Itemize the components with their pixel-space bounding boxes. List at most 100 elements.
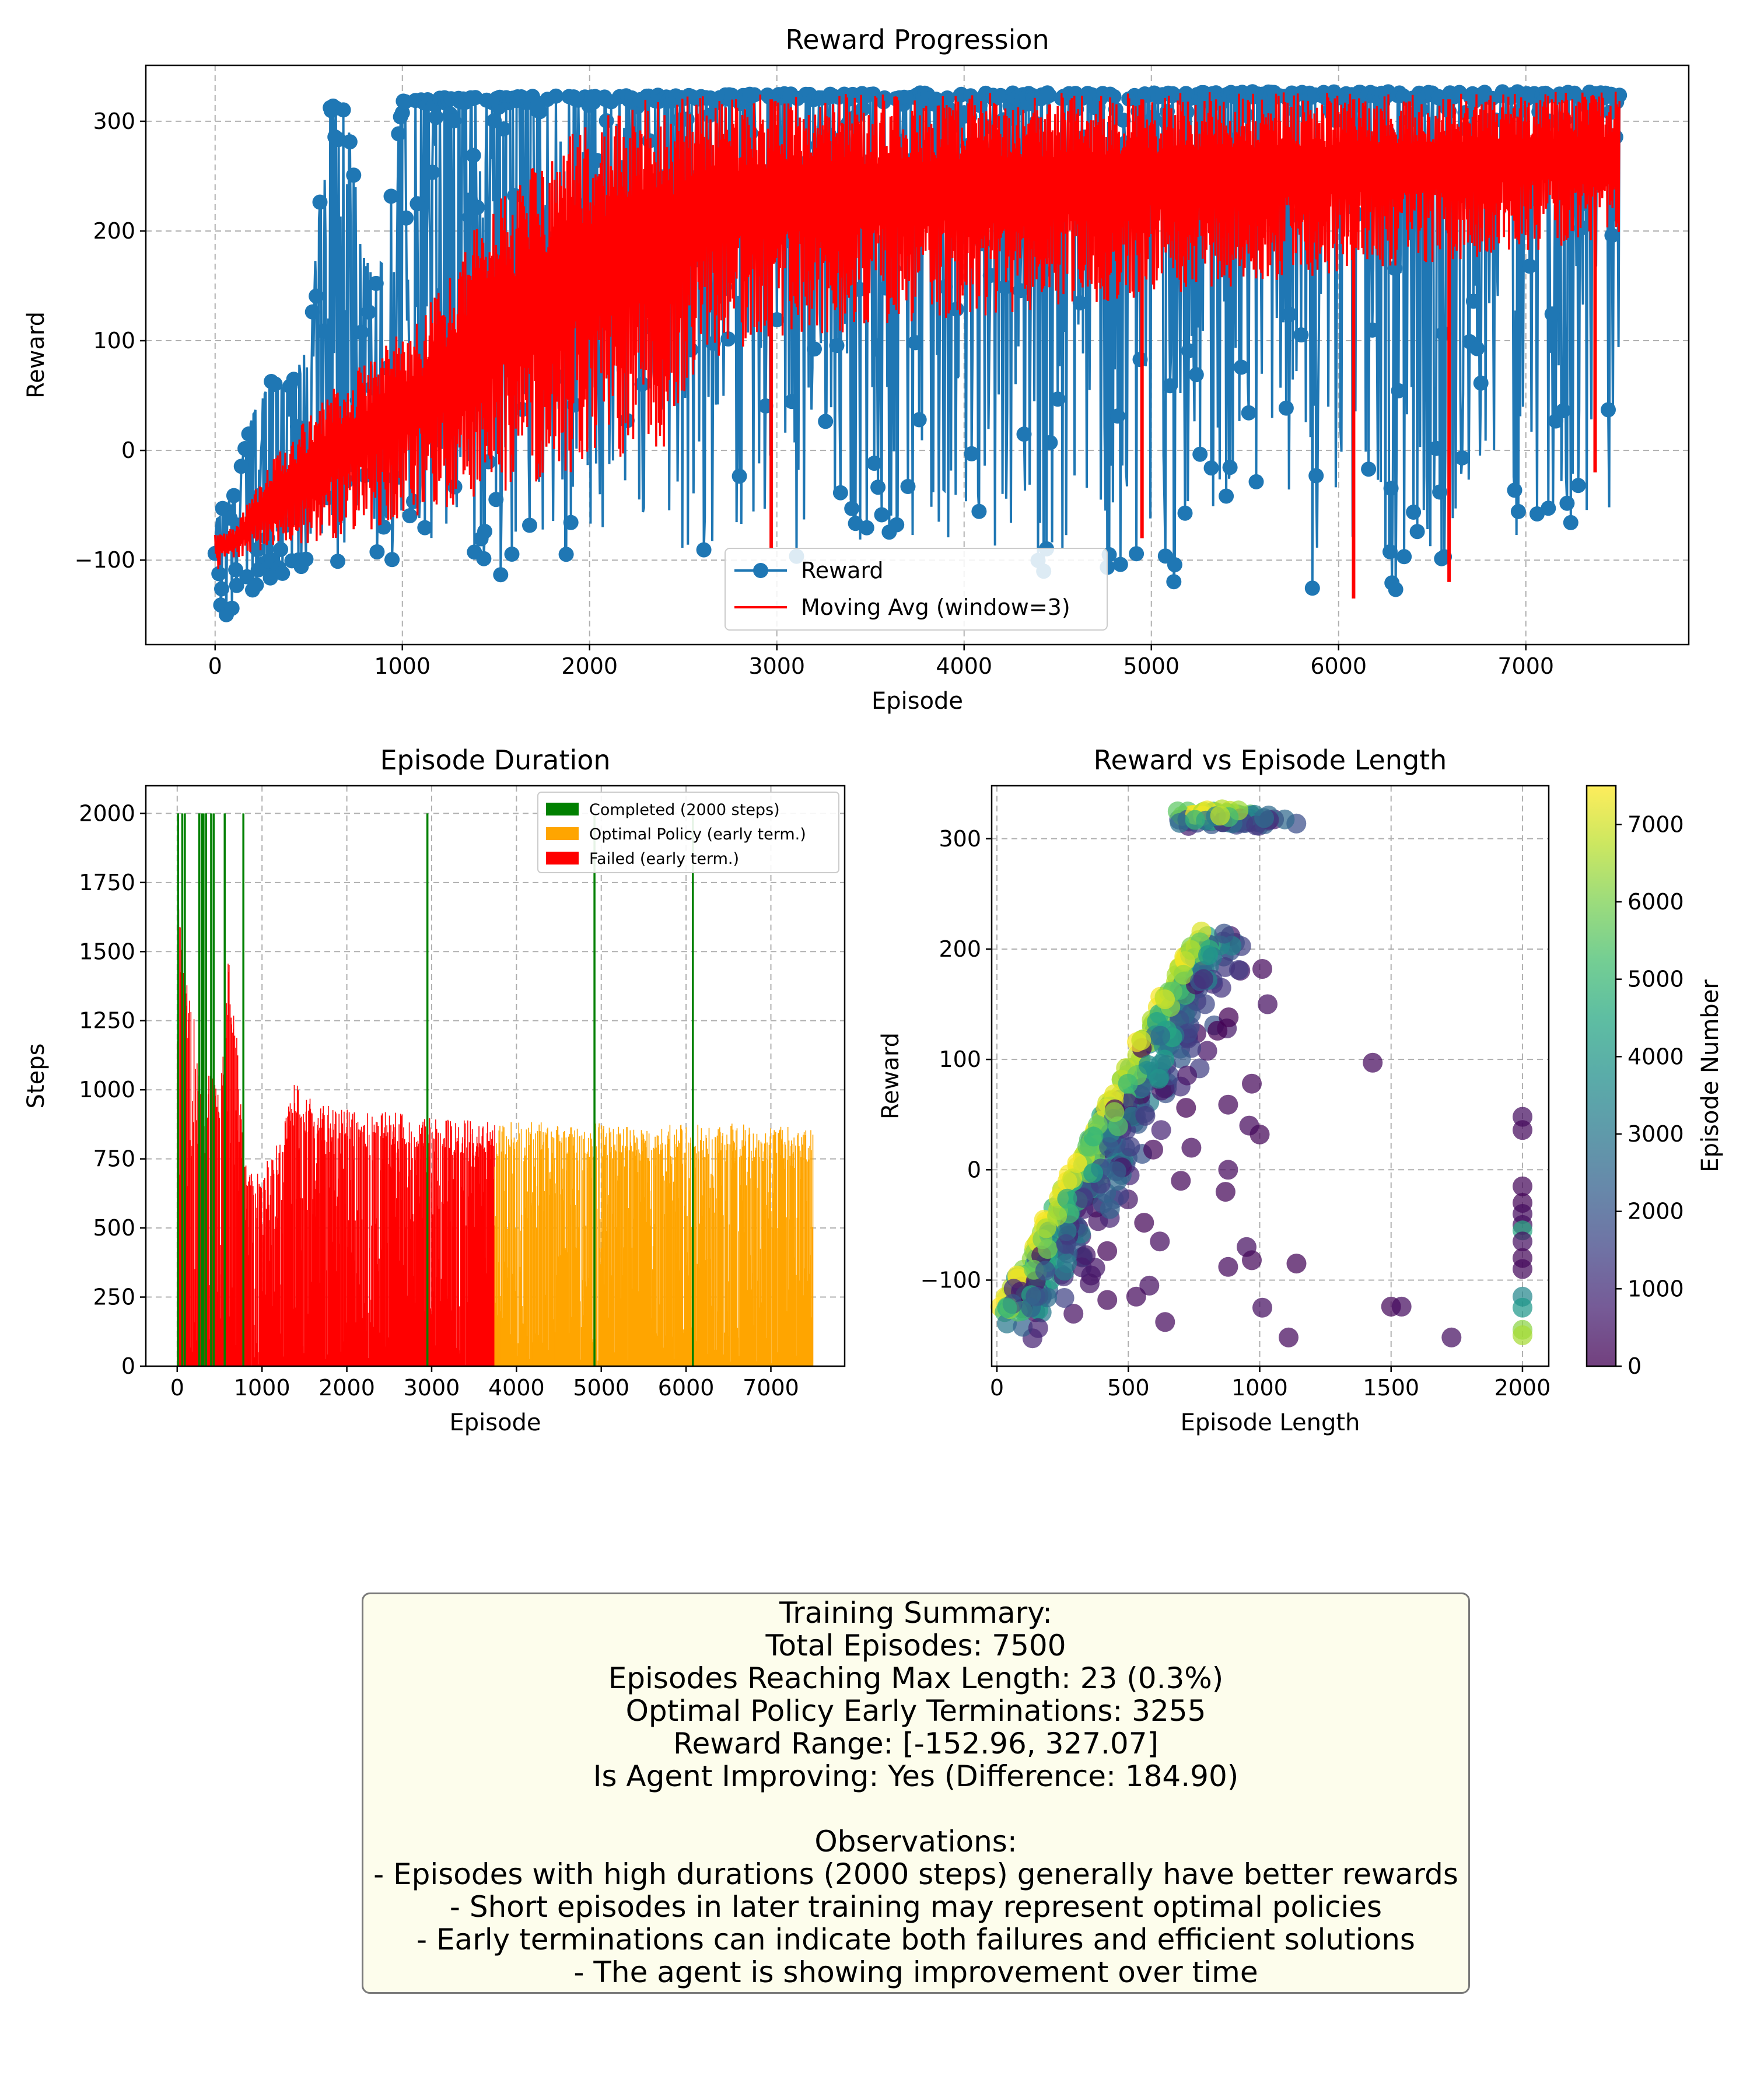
scatter-main-point bbox=[1100, 1199, 1120, 1219]
reward-point bbox=[224, 600, 240, 616]
scatter-top-point bbox=[1185, 810, 1205, 830]
reward-point bbox=[1364, 322, 1380, 338]
x-tick-label: 6000 bbox=[1310, 653, 1367, 679]
scatter-main-point bbox=[1083, 1163, 1104, 1183]
scatter-main-point bbox=[1054, 1288, 1074, 1308]
reward-point bbox=[398, 210, 414, 226]
colorbar-tick-label: 2000 bbox=[1628, 1199, 1684, 1224]
reward-point bbox=[316, 323, 331, 339]
x-tick-label: 7000 bbox=[1497, 653, 1554, 679]
scatter-main-point bbox=[1099, 1137, 1119, 1157]
scatter-top-point bbox=[1170, 813, 1190, 833]
legend-label: Failed (early term.) bbox=[589, 850, 739, 868]
reward-point bbox=[1465, 293, 1481, 309]
scatter-outlier-point bbox=[1150, 1231, 1170, 1252]
reward-point bbox=[1544, 306, 1560, 322]
summary-line: Total Episodes: 7500 bbox=[765, 1629, 1066, 1662]
legend-label: Completed (2000 steps) bbox=[589, 801, 780, 819]
reward-point bbox=[428, 110, 444, 125]
reward-point bbox=[1188, 367, 1204, 383]
chart-title: Reward vs Episode Length bbox=[1094, 744, 1447, 776]
scatter-outlier-point bbox=[1139, 1275, 1160, 1296]
scatter-maxlen-point bbox=[1513, 1325, 1532, 1345]
scatter-outlier-point bbox=[1441, 1327, 1462, 1348]
legend-swatch bbox=[546, 803, 579, 816]
reward-point bbox=[1016, 426, 1032, 442]
scatter-outlier-point bbox=[1218, 1094, 1238, 1115]
summary-line: - Early terminations can indicate both f… bbox=[416, 1923, 1415, 1957]
reward-point bbox=[1248, 474, 1264, 489]
reward-point bbox=[784, 394, 800, 410]
legend-label-reward: Reward bbox=[801, 558, 884, 583]
reward-point bbox=[1160, 104, 1175, 119]
reward-point bbox=[330, 554, 345, 569]
summary-line: Is Agent Improving: Yes (Difference: 184… bbox=[593, 1759, 1239, 1793]
x-tick-label: 500 bbox=[1107, 1375, 1150, 1401]
reward-point bbox=[262, 570, 278, 586]
reward-point bbox=[807, 341, 822, 357]
scatter-main-point bbox=[1173, 964, 1194, 985]
reward-point bbox=[1406, 505, 1422, 520]
scatter-main-point bbox=[1177, 1065, 1198, 1086]
reward-point bbox=[634, 376, 650, 392]
reward-point bbox=[470, 200, 485, 215]
x-tick-label: 0 bbox=[208, 653, 222, 679]
x-tick-label: 4000 bbox=[936, 653, 992, 679]
summary-line: Episodes Reaching Max Length: 23 (0.3%) bbox=[608, 1661, 1224, 1695]
y-axis-label: Reward bbox=[23, 312, 50, 398]
reward-point bbox=[214, 581, 229, 597]
x-tick-label: 1000 bbox=[374, 653, 430, 679]
reward-point bbox=[758, 398, 774, 414]
scatter-maxlen-point bbox=[1513, 1259, 1532, 1279]
scatter-main-point bbox=[1181, 1004, 1201, 1024]
y-tick-label: −100 bbox=[921, 1267, 981, 1293]
reward-point bbox=[384, 552, 400, 568]
reward-point bbox=[504, 547, 520, 562]
reward-point bbox=[1203, 460, 1219, 476]
reward-point bbox=[874, 507, 890, 523]
reward-point bbox=[481, 454, 496, 470]
plot-area bbox=[990, 799, 1532, 1349]
colorbar-tick-label: 1000 bbox=[1628, 1276, 1684, 1301]
scatter-main-point bbox=[1083, 1126, 1104, 1147]
reward-point bbox=[228, 562, 244, 578]
reward-point bbox=[1110, 408, 1125, 424]
y-tick-label: 100 bbox=[93, 328, 135, 354]
summary-line: Training Summary: bbox=[779, 1596, 1053, 1630]
reward-point bbox=[1013, 283, 1028, 299]
scatter-main-point bbox=[1063, 1304, 1084, 1324]
x-tick-label: 3000 bbox=[404, 1375, 460, 1401]
summary-blank-line bbox=[363, 1793, 1468, 1825]
scatter-main-point bbox=[1151, 1120, 1171, 1140]
reward-point bbox=[493, 567, 509, 583]
scatter-maxlen-point bbox=[1513, 1297, 1532, 1318]
reward-point bbox=[346, 167, 362, 183]
chart-title: Reward Progression bbox=[785, 24, 1049, 55]
reward-point bbox=[1391, 383, 1406, 398]
y-axis-label: Steps bbox=[23, 1044, 50, 1109]
reward-point bbox=[1522, 258, 1538, 274]
reward-point bbox=[1612, 88, 1628, 103]
scatter-main-point bbox=[1171, 1048, 1191, 1069]
scatter-main-point bbox=[1135, 1105, 1156, 1126]
training-summary-box: Training Summary: Total Episodes: 7500 Epi… bbox=[362, 1592, 1470, 1994]
summary-line: - Short episodes in later training may r… bbox=[449, 1890, 1382, 1924]
episode-number-colorbar: 0 1000 2000 3000 4000 5000 6000 7000 Episode Num… bbox=[1586, 785, 1724, 1379]
reward-point bbox=[304, 304, 320, 320]
reward-point bbox=[829, 338, 845, 354]
reward-point bbox=[1042, 435, 1058, 450]
y-tick-label: 0 bbox=[121, 1353, 135, 1379]
reward-point bbox=[249, 577, 264, 593]
y-tick-label: 2000 bbox=[79, 800, 135, 826]
y-tick-label: 1500 bbox=[79, 939, 135, 964]
reward-point bbox=[267, 376, 283, 392]
x-axis-label: Episode Length bbox=[1181, 1409, 1360, 1436]
reward-point bbox=[1282, 306, 1298, 322]
scatter-outlier-point bbox=[1363, 1052, 1383, 1073]
scatter-main-point bbox=[1028, 1318, 1048, 1338]
chart-title: Episode Duration bbox=[380, 744, 610, 776]
reward-point bbox=[1167, 557, 1182, 573]
scatter-main-point bbox=[1214, 923, 1234, 944]
legend-label-moving-avg: Moving Avg (window=3) bbox=[801, 594, 1070, 620]
x-tick-label: 1000 bbox=[234, 1375, 290, 1401]
